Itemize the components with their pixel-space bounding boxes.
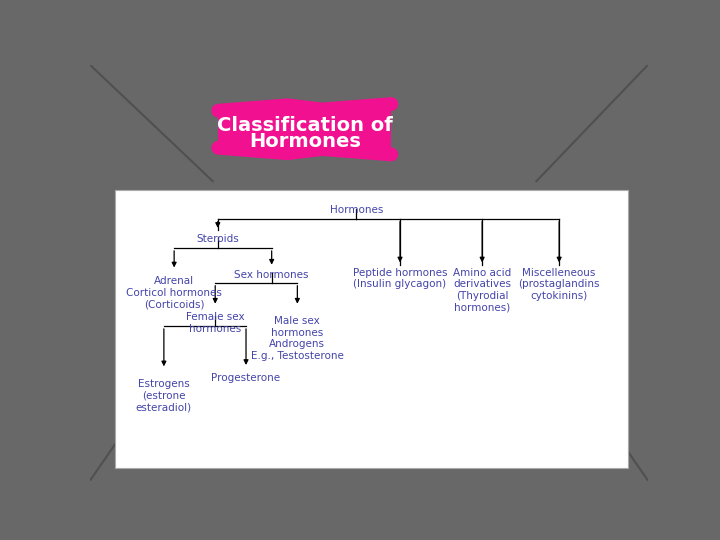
FancyBboxPatch shape: [218, 107, 392, 151]
FancyBboxPatch shape: [115, 190, 629, 468]
Text: Hormones: Hormones: [249, 132, 361, 151]
Text: Classification of: Classification of: [217, 116, 392, 134]
